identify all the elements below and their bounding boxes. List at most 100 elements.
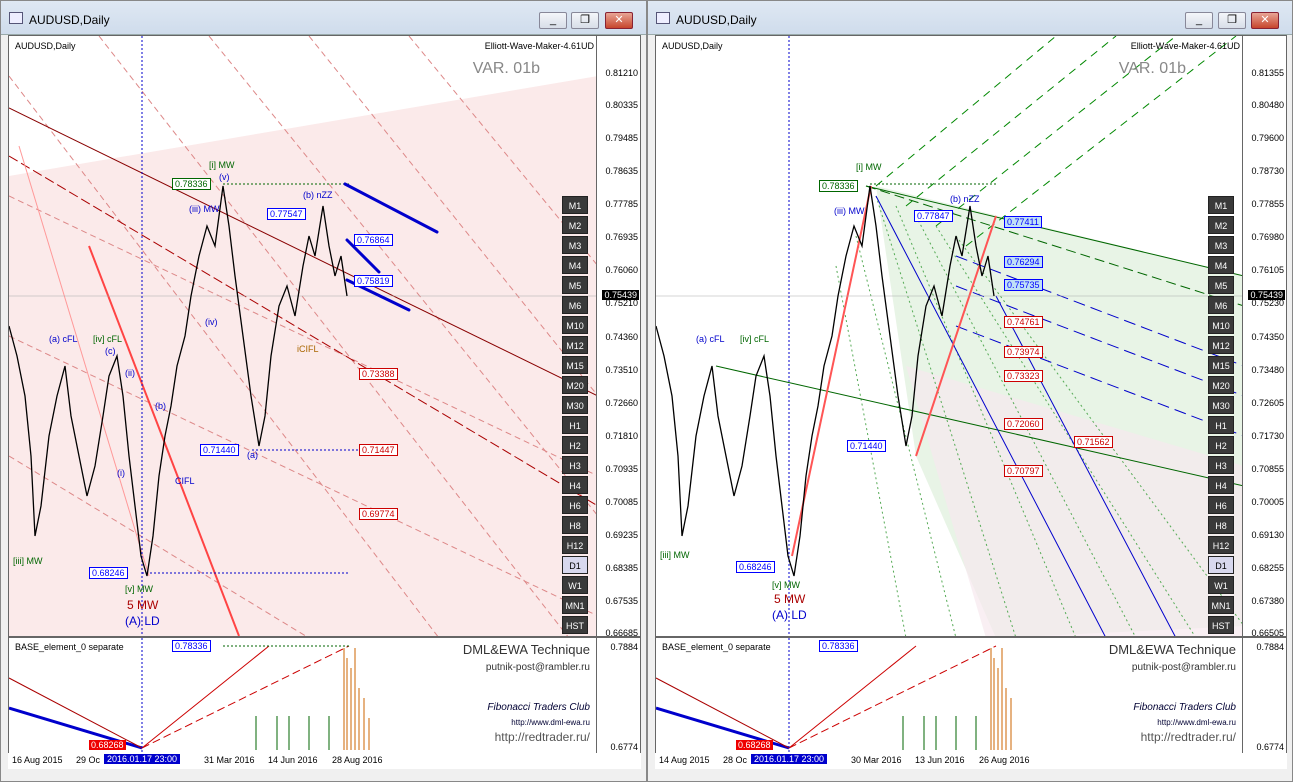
tf-button[interactable]: M6 [1208,296,1234,314]
close-button[interactable]: ✕ [605,12,633,29]
redtrader-url[interactable]: http://redtrader.ru/ [1140,730,1236,744]
tf-button[interactable]: H1 [562,416,588,434]
axis-tick: 0.75230 [1251,298,1284,308]
degree-label: 5 MW [127,598,159,612]
indicator-subwindow[interactable]: BASE_element_0 separate 0.78336 DML&EWA … [8,637,641,767]
target-76294-box: 0.76294 [1004,256,1043,268]
tf-button[interactable]: M5 [1208,276,1234,294]
tf-button-selected[interactable]: D1 [562,556,588,574]
price-chart[interactable]: AUDUSD,Daily Elliott-Wave-Maker-4.61UD V… [655,35,1287,637]
tf-button[interactable]: M4 [1208,256,1234,274]
tf-button[interactable]: MN1 [562,596,588,614]
date-axis[interactable]: 14 Aug 2015 28 Oc 30 Mar 2016 13 Jun 201… [655,753,1287,769]
tf-button[interactable]: M3 [562,236,588,254]
axis-tick: 0.74350 [1251,332,1284,342]
date-axis[interactable]: 16 Aug 2015 29 Oc 31 Mar 2016 14 Jun 201… [8,753,641,769]
minimize-button[interactable]: _ [539,12,567,29]
tf-button[interactable]: H2 [1208,436,1234,454]
target-73323-box: 0.73323 [1004,370,1043,382]
tf-button[interactable]: M12 [562,336,588,354]
axis-tick: 0.76980 [1251,232,1284,242]
tf-button[interactable]: HST [562,616,588,634]
tf-button[interactable]: M30 [1208,396,1234,414]
target-71447-box: 0.71447 [359,444,398,456]
axis-tick: 0.75210 [605,298,638,308]
axis-tick: 0.77855 [1251,199,1284,209]
price-axis[interactable]: 0.81210 0.80335 0.79485 0.78635 0.77785 … [596,36,640,636]
right-titlebar[interactable]: AUDUSD,Daily _ ❐ ✕ [648,1,1292,35]
tf-button[interactable]: H12 [1208,536,1234,554]
tf-button[interactable]: H12 [562,536,588,554]
price-chart[interactable]: AUDUSD,Daily Elliott-Wave-Maker-4.61UD V… [8,35,641,637]
tf-button[interactable]: M20 [1208,376,1234,394]
wave-label: (ii) [125,368,135,378]
wave-label: CIFL [175,476,195,486]
left-titlebar[interactable]: AUDUSD,Daily _ ❐ ✕ [1,1,646,35]
tf-button[interactable]: M2 [562,216,588,234]
tf-button[interactable]: H3 [1208,456,1234,474]
tf-button[interactable]: H8 [1208,516,1234,534]
timeframe-panel: M1 M2 M3 M4 M5 M6 M10 M12 M15 M20 M30 H1… [562,196,588,636]
tf-button[interactable]: H6 [562,496,588,514]
tf-button[interactable]: M1 [1208,196,1234,214]
tf-button[interactable]: M5 [562,276,588,294]
degree-label: (A) LD [772,608,807,622]
tf-button[interactable]: MN1 [1208,596,1234,614]
axis-tick: 0.78635 [605,166,638,176]
target-73388-box: 0.73388 [359,368,398,380]
tf-button[interactable]: M20 [562,376,588,394]
b-nzz-price-box: 0.77547 [267,208,306,220]
tf-button[interactable]: M6 [562,296,588,314]
axis-tick: 0.67535 [605,596,638,606]
tf-button[interactable]: H2 [562,436,588,454]
tf-button[interactable]: H8 [562,516,588,534]
tf-button-selected[interactable]: D1 [1208,556,1234,574]
tf-button[interactable]: HST [1208,616,1234,634]
tf-button[interactable]: H4 [562,476,588,494]
club-url[interactable]: http://www.dml-ewa.ru [511,718,590,727]
restore-button[interactable]: ❐ [571,12,599,29]
redtrader-url[interactable]: http://redtrader.ru/ [494,730,590,744]
club-url[interactable]: http://www.dml-ewa.ru [1157,718,1236,727]
tf-button[interactable]: M3 [1208,236,1234,254]
wave-label: (a) [247,450,258,460]
axis-tick: 0.76105 [1251,265,1284,275]
axis-tick: 0.7884 [1256,642,1284,652]
tf-button[interactable]: M15 [562,356,588,374]
tf-button[interactable]: H1 [1208,416,1234,434]
target-77411-box: 0.77411 [1004,216,1042,228]
tf-button[interactable]: H3 [562,456,588,474]
restore-button[interactable]: ❐ [1218,12,1246,29]
tf-button[interactable]: M2 [1208,216,1234,234]
axis-tick: 0.76935 [605,232,638,242]
minimize-button[interactable]: _ [1185,12,1213,29]
target-75735-box: 0.75735 [1004,279,1043,291]
indicator-high-box: 0.78336 [819,640,858,652]
tf-button[interactable]: H4 [1208,476,1234,494]
indicator-high-box: 0.78336 [172,640,211,652]
window-title: AUDUSD,Daily [676,13,757,27]
axis-tick: 0.6774 [1256,742,1284,752]
wave-label: [iii] MW [13,556,43,566]
tf-button[interactable]: M10 [1208,316,1234,334]
date-tick: 28 Aug 2016 [332,755,383,765]
wave-label: (b) nZZ [303,190,333,200]
tf-button[interactable]: M10 [562,316,588,334]
tf-button[interactable]: M30 [562,396,588,414]
indicator-subwindow[interactable]: BASE_element_0 separate 0.78336 DML&EWA … [655,637,1287,767]
price-axis[interactable]: 0.81355 0.80480 0.79600 0.78730 0.77855 … [1242,36,1286,636]
tf-button[interactable]: W1 [1208,576,1234,594]
tf-button[interactable]: H6 [1208,496,1234,514]
axis-tick: 0.73480 [1251,365,1284,375]
tf-button[interactable]: M4 [562,256,588,274]
wave-label: (a) cFL [696,334,725,344]
cursor-date: 2016.01.17 23:00 [104,754,181,764]
wave-label: [i] MW [209,160,235,170]
tf-button[interactable]: M12 [1208,336,1234,354]
tf-button[interactable]: M15 [1208,356,1234,374]
tf-button[interactable]: M1 [562,196,588,214]
close-button[interactable]: ✕ [1251,12,1279,29]
low-a-price-box: 0.71440 [200,444,239,456]
indicator-name: Elliott-Wave-Maker-4.61UD [1130,41,1240,51]
tf-button[interactable]: W1 [562,576,588,594]
